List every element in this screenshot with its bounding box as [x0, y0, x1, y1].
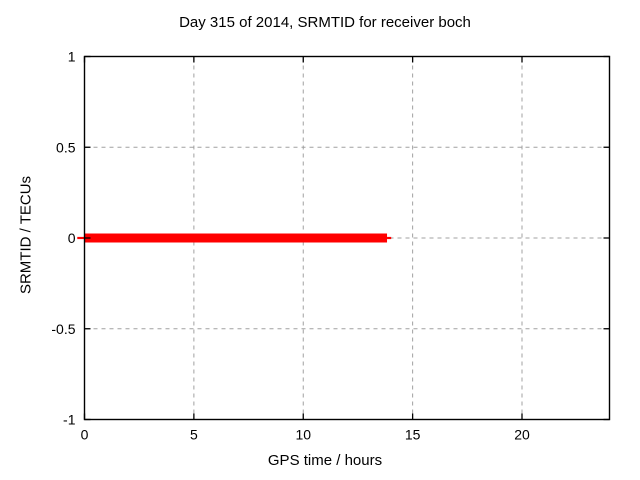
- x-tick-label: 10: [295, 427, 311, 443]
- y-tick-label: 0: [68, 230, 76, 246]
- chart-title: Day 315 of 2014, SRMTID for receiver boc…: [179, 14, 471, 31]
- x-tick-label: 20: [514, 427, 530, 443]
- x-tick-label: 15: [405, 427, 421, 443]
- y-axis-label: SRMTID / TECUs: [17, 175, 35, 295]
- y-tick-label: -1: [63, 412, 76, 428]
- y-tick-label: -0.5: [51, 321, 75, 337]
- x-axis-label: GPS time / hours: [267, 452, 383, 469]
- x-tick-label: 0: [81, 427, 89, 443]
- x-tick-label: 5: [190, 427, 198, 443]
- y-tick-label: 1: [68, 49, 76, 65]
- y-tick-label: 0.5: [56, 139, 76, 155]
